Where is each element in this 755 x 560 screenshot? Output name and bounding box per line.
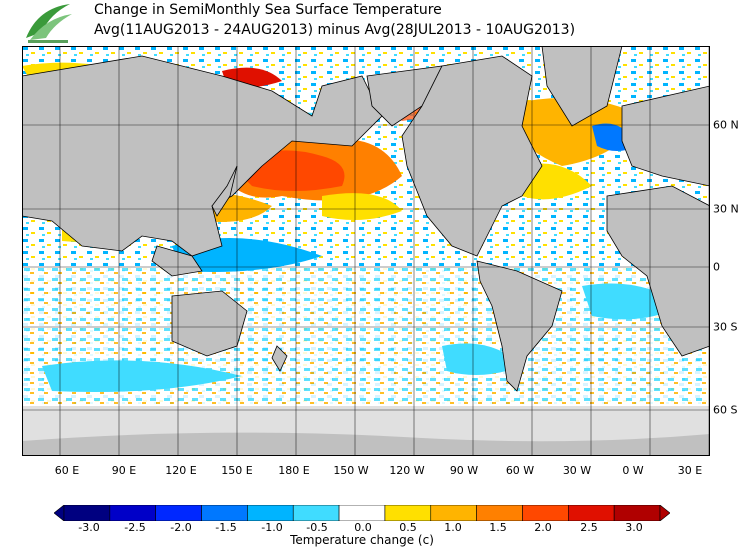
colorbar-tick: 2.0 [534, 521, 552, 534]
colorbar-tick: 1.5 [489, 521, 507, 534]
south-america-land [476, 260, 563, 392]
alaska-land [366, 65, 443, 127]
map-title: Change in SemiMonthly Sea Surface Temper… [94, 2, 442, 18]
colorbar-tick: -0.5 [306, 521, 328, 534]
colorbar [54, 505, 670, 521]
lat-label-30n: 30 N [713, 202, 739, 216]
colorbar-swatch [384, 505, 432, 521]
europe-land [621, 85, 710, 187]
lon-label-60w: 60 W [505, 464, 535, 477]
colorbar-swatch [613, 505, 661, 521]
colorbar-tick: 0.0 [354, 521, 372, 534]
lon-label-120w: 120 W [389, 464, 425, 477]
colorbar-swatch [201, 505, 248, 521]
lat-label-60n: 60 N [713, 118, 739, 132]
colorbar-tick: 3.0 [625, 521, 643, 534]
colorbar-swatch [155, 505, 202, 521]
lon-label-150w: 150 W [333, 464, 369, 477]
colorbar-swatch [522, 505, 569, 521]
colorbar-swatch [476, 505, 523, 521]
colorbar-tick: -3.0 [78, 521, 100, 534]
lat-label-30s: 30 S [713, 320, 738, 334]
colorbar-swatch [430, 505, 477, 521]
map-subtitle: Avg(11AUG2013 - 24AUG2013) minus Avg(28J… [94, 22, 576, 38]
north-america-land [401, 55, 543, 257]
maritime-asia-land [151, 245, 203, 277]
colorbar-tick: 0.5 [399, 521, 417, 534]
sst-change-map [22, 46, 710, 456]
greenland-land [541, 46, 623, 127]
lon-label-60e: 60 E [54, 464, 80, 477]
colorbar-tick: -2.5 [124, 521, 146, 534]
colorbar-swatch [63, 505, 111, 521]
colorbar-tick: -2.0 [170, 521, 192, 534]
colorbar-tick: 1.0 [444, 521, 462, 534]
colorbar-swatch [109, 505, 156, 521]
lon-label-90e: 90 E [111, 464, 137, 477]
lon-label-0w: 0 W [622, 464, 644, 477]
colorbar-swatch [338, 505, 386, 521]
lon-label-180e: 180 E [278, 464, 310, 477]
japan-land [211, 165, 238, 217]
colorbar-tick: -1.0 [261, 521, 283, 534]
africa-land [606, 185, 710, 357]
colorbar-title: Temperature change (c) [290, 533, 434, 547]
lon-label-30e: 30 E [677, 464, 703, 477]
agency-logo [26, 4, 72, 43]
colorbar-swatch [247, 505, 294, 521]
colorbar-swatch [568, 505, 615, 521]
colorbar-tick: 2.5 [580, 521, 598, 534]
lon-label-120e: 120 E [165, 464, 197, 477]
colorbar-tick: -1.5 [215, 521, 237, 534]
lon-label-30w: 30 W [562, 464, 592, 477]
lon-label-150e: 150 E [221, 464, 253, 477]
lon-label-90w: 90 W [449, 464, 479, 477]
lat-label-0: 0 [713, 260, 720, 274]
lat-label-60s: 60 S [713, 403, 738, 417]
eurasia-land [22, 55, 383, 257]
colorbar-swatch [292, 505, 340, 521]
